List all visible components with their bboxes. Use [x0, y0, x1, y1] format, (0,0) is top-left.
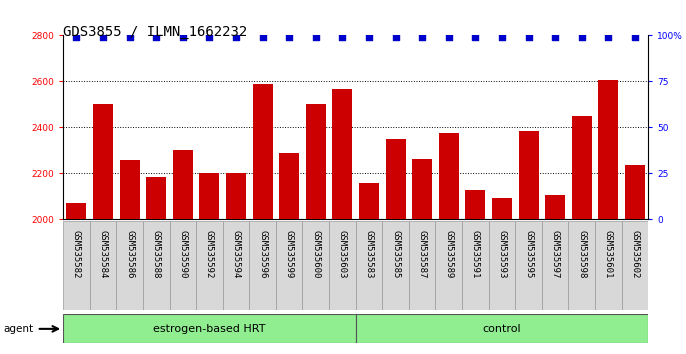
Bar	[359, 183, 379, 219]
Bar	[488, 221, 515, 310]
Bar	[119, 160, 139, 219]
Text: GDS3855 / ILMN_1662232: GDS3855 / ILMN_1662232	[63, 25, 248, 39]
Text: GSM535596: GSM535596	[258, 230, 267, 279]
Bar	[569, 221, 595, 310]
Bar	[226, 173, 246, 219]
Text: GSM535602: GSM535602	[630, 230, 639, 279]
Text: GSM535582: GSM535582	[72, 230, 81, 279]
Point	[523, 34, 534, 40]
Bar	[409, 221, 436, 310]
Bar	[249, 221, 276, 310]
Point	[603, 34, 614, 40]
Bar	[595, 221, 622, 310]
Bar	[515, 221, 542, 310]
Point	[364, 34, 375, 40]
Point	[204, 34, 215, 40]
Point	[97, 34, 108, 40]
Bar	[196, 221, 223, 310]
Point	[630, 34, 641, 40]
Point	[71, 34, 82, 40]
Bar	[355, 221, 382, 310]
Point	[576, 34, 587, 40]
Bar	[93, 104, 113, 219]
Bar	[143, 221, 169, 310]
Text: GSM535600: GSM535600	[311, 230, 320, 279]
Bar	[63, 314, 356, 343]
Text: GSM535597: GSM535597	[551, 230, 560, 279]
Bar	[545, 195, 565, 219]
Text: GSM535595: GSM535595	[524, 230, 533, 279]
Text: GSM535589: GSM535589	[445, 230, 453, 279]
Bar	[356, 314, 648, 343]
Text: estrogen-based HRT: estrogen-based HRT	[153, 324, 265, 334]
Point	[497, 34, 508, 40]
Bar	[63, 221, 90, 310]
Bar	[386, 139, 405, 219]
Point	[416, 34, 427, 40]
Text: GSM535594: GSM535594	[231, 230, 241, 279]
Text: GSM535583: GSM535583	[364, 230, 373, 279]
Bar	[625, 165, 645, 219]
Bar	[542, 221, 569, 310]
Text: agent: agent	[3, 324, 34, 334]
Bar	[173, 150, 193, 219]
Bar	[598, 80, 618, 219]
Text: GSM535585: GSM535585	[391, 230, 400, 279]
Bar	[276, 221, 303, 310]
Point	[230, 34, 241, 40]
Text: GSM535598: GSM535598	[578, 230, 587, 279]
Bar	[200, 173, 220, 219]
Bar	[306, 104, 326, 219]
Text: GSM535593: GSM535593	[497, 230, 506, 279]
Text: GSM535587: GSM535587	[418, 230, 427, 279]
Point	[443, 34, 454, 40]
Point	[284, 34, 295, 40]
Point	[124, 34, 135, 40]
Bar	[223, 221, 249, 310]
Bar	[519, 131, 539, 219]
Bar	[67, 203, 86, 219]
Text: GSM535590: GSM535590	[178, 230, 187, 279]
Point	[151, 34, 162, 40]
Point	[390, 34, 401, 40]
Bar	[329, 221, 356, 310]
Bar	[169, 221, 196, 310]
Text: GSM535599: GSM535599	[285, 230, 294, 279]
Text: GSM535601: GSM535601	[604, 230, 613, 279]
Bar	[462, 221, 488, 310]
Bar	[439, 133, 459, 219]
Bar	[492, 198, 512, 219]
Text: GSM535591: GSM535591	[471, 230, 480, 279]
Bar	[382, 221, 409, 310]
Bar	[412, 159, 432, 219]
Bar	[146, 177, 166, 219]
Bar	[303, 221, 329, 310]
Bar	[333, 90, 353, 219]
Point	[549, 34, 560, 40]
Point	[337, 34, 348, 40]
Bar	[622, 221, 648, 310]
Bar	[117, 221, 143, 310]
Text: GSM535588: GSM535588	[152, 230, 161, 279]
Bar	[572, 116, 592, 219]
Text: control: control	[483, 324, 521, 334]
Point	[177, 34, 188, 40]
Bar	[279, 153, 299, 219]
Point	[470, 34, 481, 40]
Bar	[90, 221, 117, 310]
Point	[257, 34, 268, 40]
Bar	[465, 190, 486, 219]
Text: GSM535584: GSM535584	[99, 230, 108, 279]
Point	[310, 34, 321, 40]
Bar	[252, 84, 272, 219]
Text: GSM535592: GSM535592	[205, 230, 214, 279]
Text: GSM535586: GSM535586	[125, 230, 134, 279]
Bar	[436, 221, 462, 310]
Text: GSM535603: GSM535603	[338, 230, 347, 279]
